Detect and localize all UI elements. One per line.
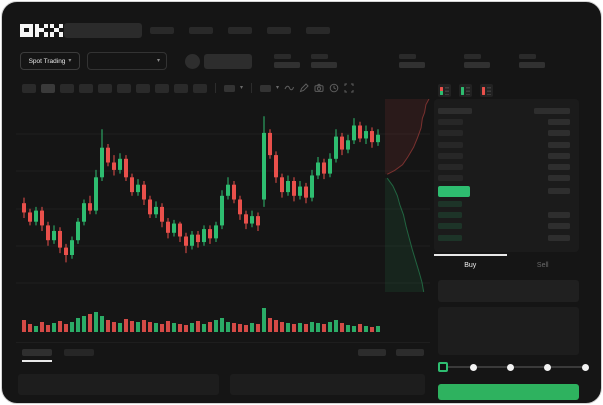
buy-tab[interactable]: Buy (434, 254, 507, 274)
timeframe-button-1[interactable] (22, 83, 36, 93)
ask-row[interactable] (438, 150, 570, 161)
ask-rows (438, 116, 570, 184)
price-input[interactable] (438, 280, 579, 302)
orderbook-combined-view-icon[interactable] (438, 84, 451, 97)
ask-row[interactable] (438, 161, 570, 172)
depth-sidebar-chart (385, 99, 430, 292)
slider-stop-100[interactable] (582, 364, 589, 371)
bottom-tab-2[interactable] (64, 349, 94, 356)
timeframe-button-8[interactable] (155, 83, 169, 93)
ask-row[interactable] (438, 139, 570, 150)
order-book-panel: Buy Sell (434, 80, 591, 402)
sell-tab[interactable]: Sell (507, 254, 580, 274)
bottom-panel-placeholder-left (18, 374, 219, 395)
toolbar-divider (251, 83, 253, 93)
nav-item-4[interactable] (267, 26, 291, 34)
ask-row[interactable] (438, 173, 570, 184)
interval-dropdown[interactable] (224, 84, 235, 92)
ask-row[interactable] (438, 128, 570, 139)
top-navbar (20, 22, 587, 38)
orderbook-view-toggles (438, 84, 493, 97)
slider-stop-75[interactable] (543, 364, 551, 371)
coin-avatar (185, 53, 200, 69)
ask-row[interactable] (438, 116, 570, 127)
orderbook-asks-view-icon[interactable] (480, 84, 493, 97)
bid-rows (438, 198, 570, 243)
nav-item-2[interactable] (189, 26, 213, 34)
bid-row[interactable] (438, 209, 570, 220)
stat-last-price (274, 54, 300, 68)
history-clock-icon[interactable] (329, 83, 339, 93)
chart-style-dropdown[interactable] (260, 84, 272, 92)
stat-high-24h (399, 54, 425, 68)
trade-tabs: Buy Sell (434, 254, 579, 274)
amount-slider[interactable] (438, 361, 589, 373)
stat-low-24h (464, 54, 490, 68)
chevron-down-icon[interactable]: ▾ (240, 85, 244, 91)
bottom-action-2[interactable] (396, 349, 424, 356)
market-type-selector[interactable]: Spot Trading ▾ (20, 52, 80, 70)
bid-row[interactable] (438, 232, 570, 243)
slider-stop-50[interactable] (507, 364, 515, 371)
chevron-down-icon[interactable]: ▾ (276, 85, 280, 91)
camera-screenshot-icon[interactable] (314, 83, 324, 93)
pair-name-placeholder (204, 53, 252, 69)
chevron-down-icon: ▾ (68, 58, 72, 64)
bid-row[interactable] (438, 198, 570, 209)
nav-item-5[interactable] (306, 26, 330, 34)
fullscreen-icon[interactable] (344, 83, 354, 93)
buy-submit-button[interactable] (438, 384, 579, 400)
slider-track[interactable] (444, 366, 585, 368)
volume-svg (22, 308, 380, 332)
market-header: Spot Trading ▾ ▾ (20, 52, 587, 70)
timeframe-button-5[interactable] (98, 83, 112, 93)
bottom-action-1[interactable] (358, 349, 386, 356)
nav-menu (150, 26, 330, 34)
sell-tab-label: Sell (536, 261, 549, 269)
search-input[interactable] (64, 22, 142, 38)
nav-item-1[interactable] (150, 26, 174, 34)
bottom-tab-1-active[interactable] (22, 349, 52, 362)
timeframe-button-10[interactable] (193, 83, 207, 93)
buy-tab-label: Buy (464, 261, 477, 269)
stat-volume-24h (519, 54, 545, 68)
orderbook-header (438, 105, 570, 116)
logo-glyph-k (35, 23, 48, 37)
timeframe-button-3[interactable] (60, 83, 74, 93)
pair-selector-dropdown[interactable]: ▾ (87, 52, 167, 70)
logo-glyph-o (20, 23, 33, 37)
timeframe-button-6[interactable] (117, 83, 131, 93)
timeframe-button-7[interactable] (136, 83, 150, 93)
order-book (434, 99, 579, 252)
toolbar-divider (215, 83, 216, 93)
last-price-row[interactable] (438, 184, 570, 198)
amount-input[interactable] (438, 307, 579, 355)
timeframe-button-9[interactable] (174, 83, 188, 93)
stat-change-24h (311, 54, 337, 68)
timeframe-button-2-active[interactable] (41, 83, 55, 93)
okx-logo[interactable] (20, 23, 64, 37)
chevron-down-icon: ▾ (156, 58, 160, 64)
candlestick-chart[interactable] (16, 99, 430, 292)
indicator-icon[interactable] (284, 83, 295, 93)
slider-stop-25[interactable] (469, 364, 477, 371)
candles-svg (16, 116, 430, 284)
divider (16, 342, 430, 343)
volume-pane[interactable] (16, 296, 430, 332)
logo-glyph-x (50, 23, 63, 37)
bottom-panel-placeholder-right (230, 374, 425, 395)
timeframe-button-4[interactable] (79, 83, 93, 93)
market-type-label: Spot Trading (28, 57, 66, 65)
bid-row[interactable] (438, 221, 570, 232)
slider-handle[interactable] (438, 362, 448, 372)
chart-toolbar: ▾ ▾ (22, 82, 354, 94)
chart-panel: ▾ ▾ (16, 80, 430, 402)
last-price-badge (438, 185, 470, 197)
draw-pencil-icon[interactable] (299, 83, 309, 93)
nav-item-3[interactable] (228, 26, 252, 34)
orderbook-bids-view-icon[interactable] (459, 84, 472, 97)
chart-bottom-tabs (22, 349, 424, 363)
